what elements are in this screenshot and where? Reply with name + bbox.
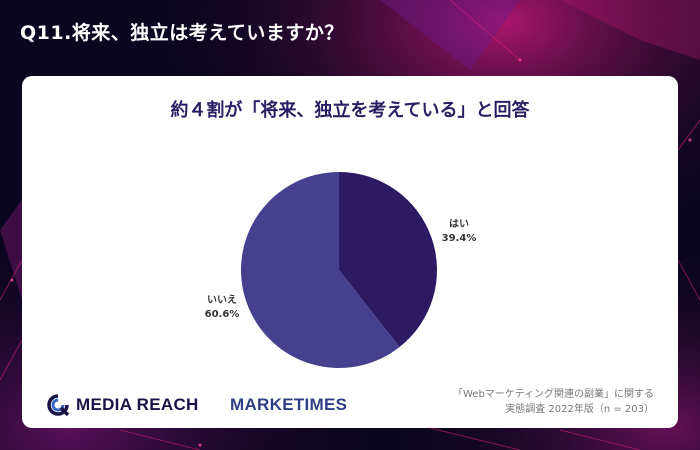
chart-card: 約４割が「将来、独立を考えている」と回答 はい 39.4% いいえ 60.6% MED… [22,76,678,428]
source-line-1: 「Webマーケティング関連の副業」に関する [452,389,654,400]
slice-label-yes: はい [449,218,469,230]
pie-slice-no [241,172,400,368]
pie-slice-yes [339,172,437,348]
chart-headline: 約４割が「将来、独立を考えている」と回答 [170,100,530,121]
question-title: Q11.将来、独立は考えていますか？ [20,22,344,44]
slice-label-no: いいえ [207,294,237,306]
media-reach-logo: MEDIA REACH [46,394,199,416]
media-reach-mark-icon [47,394,70,416]
slice-value-yes: 39.4% [442,233,477,244]
source-line-2: 実態調査 2022年版（n = 203） [505,404,654,415]
marketimes-logo: MARKETIMES [230,395,348,414]
slice-value-no: 60.6% [205,309,240,320]
pie-chart: はい 39.4% いいえ 60.6% [205,172,477,368]
source-note: 「Webマーケティング関連の副業」に関する 実態調査 2022年版（n = 20… [453,387,654,417]
media-reach-wordmark: MEDIA REACH [76,395,199,414]
